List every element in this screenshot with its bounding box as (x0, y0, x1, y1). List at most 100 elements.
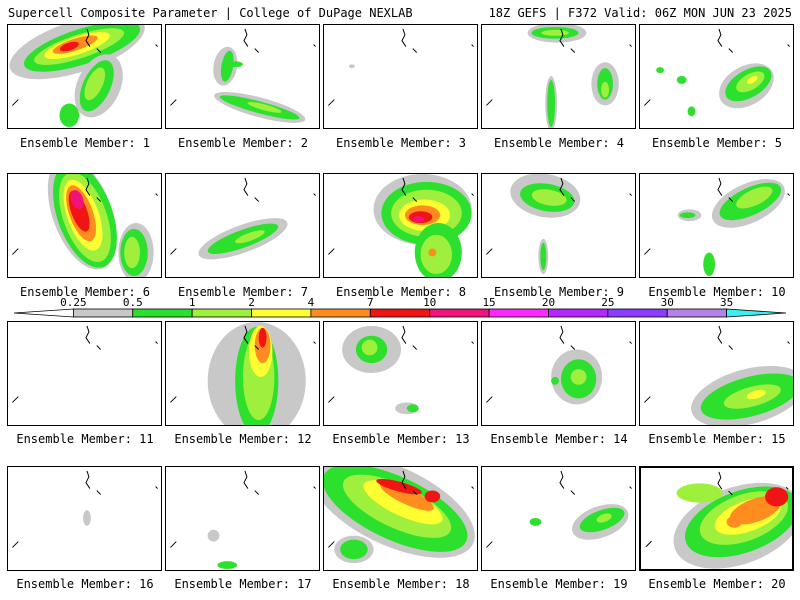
coastline (243, 325, 249, 344)
ensemble-member-5-map[interactable] (639, 24, 794, 129)
ensemble-member-10-map[interactable] (639, 173, 794, 278)
ensemble-member-8-map[interactable] (323, 173, 478, 278)
ensemble-member-4-map[interactable] (481, 24, 636, 129)
map-canvas (486, 325, 632, 405)
ensemble-member-6-map[interactable] (7, 173, 162, 278)
field-contour (736, 186, 773, 209)
coastline (170, 396, 177, 403)
color-scale-swatch (72, 308, 134, 318)
coastline (644, 248, 651, 255)
field-contour (361, 339, 378, 356)
coastline (170, 541, 177, 548)
color-scale-tick-label: 30 (661, 296, 674, 309)
ensemble-member-label: Ensemble Member: 1 (19, 136, 151, 150)
ensemble-member-1-map[interactable] (7, 24, 162, 129)
map-canvas (170, 470, 316, 570)
field-contour (676, 483, 723, 503)
color-scale-swatch (132, 308, 193, 318)
coastline (155, 341, 158, 344)
ensemble-member-20-map[interactable] (639, 466, 794, 571)
coastline (96, 48, 102, 53)
field-contour (349, 64, 355, 69)
field-contour (59, 103, 80, 128)
coastline (570, 197, 576, 202)
field-contour (746, 76, 758, 84)
field-contour (551, 376, 559, 385)
field-contour (529, 518, 542, 526)
coastline (12, 396, 19, 403)
ensemble-member-12-map[interactable] (165, 321, 320, 426)
coastline (471, 44, 474, 47)
field-contour (656, 67, 665, 74)
map-canvas (328, 325, 474, 415)
coastline (328, 248, 335, 255)
field-contour (765, 487, 789, 507)
coastline (728, 345, 734, 350)
coastline (787, 341, 790, 344)
coastline (412, 490, 418, 495)
field-contour (59, 41, 79, 52)
field-contour (124, 236, 140, 269)
field-contour (424, 490, 441, 503)
map-canvas (9, 25, 158, 128)
ensemble-member-13-map[interactable] (323, 321, 478, 426)
coastline (254, 345, 260, 350)
ensemble-member-18-map[interactable] (323, 466, 478, 571)
ensemble-member-label: Ensemble Member: 17 (174, 577, 312, 591)
ensemble-member-label: Ensemble Member: 14 (490, 432, 628, 446)
coastline (717, 28, 723, 47)
coastline (629, 193, 632, 196)
color-scale-swatch (488, 308, 549, 318)
coastline (96, 490, 102, 495)
coastline (96, 345, 102, 350)
field-contour (84, 67, 106, 101)
ensemble-member-label: Ensemble Member: 13 (332, 432, 470, 446)
coastline (170, 248, 177, 255)
coastline (85, 470, 91, 489)
coastline (785, 486, 789, 490)
map-canvas (486, 470, 632, 548)
coastline (559, 325, 565, 344)
coastline (787, 44, 790, 47)
color-scale-swatch (310, 308, 371, 318)
coastline (313, 193, 316, 196)
field-contour (247, 102, 282, 113)
map-canvas (170, 28, 316, 123)
color-scale-swatch (13, 308, 74, 318)
field-contour (217, 561, 238, 570)
ensemble-member-label: Ensemble Member: 6 (19, 285, 151, 299)
ensemble-member-9-map[interactable] (481, 173, 636, 278)
ensemble-member-3-map[interactable] (323, 24, 478, 129)
coastline (401, 28, 407, 47)
coastline (728, 48, 734, 53)
coastline (313, 44, 316, 47)
coastline (787, 193, 790, 196)
coastline (629, 44, 632, 47)
color-scale-tick-label: 7 (367, 296, 374, 309)
ensemble-member-14-map[interactable] (481, 321, 636, 426)
ensemble-member-2-map[interactable] (165, 24, 320, 129)
map-canvas (328, 174, 474, 277)
color-scale-swatch (726, 308, 787, 318)
run-valid-time: 18Z GEFS | F372 Valid: 06Z MON JUN 23 20… (488, 6, 792, 20)
ensemble-member-label: Ensemble Member: 4 (493, 136, 625, 150)
map-canvas (170, 322, 316, 425)
coastline (155, 44, 158, 47)
ensemble-member-17-map[interactable] (165, 466, 320, 571)
coastline (96, 197, 102, 202)
coastline (401, 177, 407, 196)
coastline (170, 99, 177, 106)
ensemble-member-16-map[interactable] (7, 466, 162, 571)
ensemble-member-19-map[interactable] (481, 466, 636, 571)
ensemble-member-15-map[interactable] (639, 321, 794, 426)
coastline (328, 396, 335, 403)
ensemble-member-7-map[interactable] (165, 173, 320, 278)
ensemble-member-label: Ensemble Member: 18 (332, 577, 470, 591)
coastline (717, 325, 723, 344)
field-contour (70, 190, 84, 209)
ensemble-member-11-map[interactable] (7, 321, 162, 426)
ensemble-member-label: Ensemble Member: 3 (335, 136, 467, 150)
color-scale-swatch (607, 308, 668, 318)
coastline (486, 541, 493, 548)
color-scale-swatch (251, 308, 312, 318)
